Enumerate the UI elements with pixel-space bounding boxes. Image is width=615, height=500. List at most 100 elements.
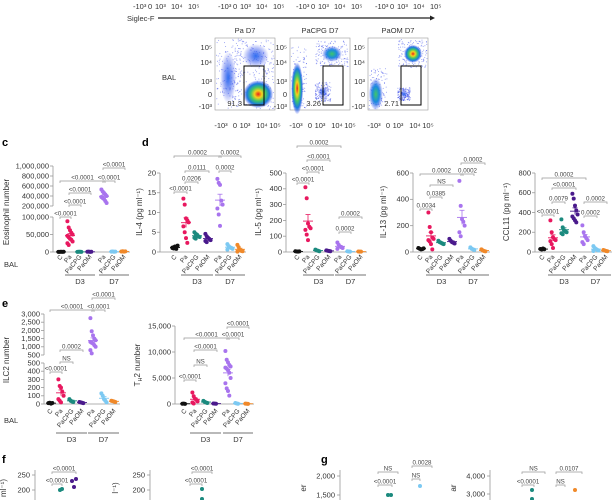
event-dot (240, 55, 242, 57)
event-dot (324, 100, 326, 102)
significance-bracket (583, 215, 598, 218)
event-dot (241, 73, 243, 75)
event-dot (423, 49, 425, 51)
event-dot (406, 98, 408, 100)
data-point (70, 479, 74, 483)
p-value: NS (529, 466, 538, 473)
y-tick-label: 400 (27, 367, 40, 376)
group-pa (99, 187, 109, 205)
event-dot (401, 41, 403, 43)
p-value: NS (412, 473, 421, 480)
event-dot (236, 89, 238, 91)
event-dot (402, 51, 404, 53)
event-dot (374, 69, 376, 71)
event-dot (384, 68, 386, 70)
event-dot (326, 97, 328, 99)
event-dot (242, 41, 244, 43)
event-dot (408, 63, 410, 65)
y-tick-label: 0 (36, 399, 40, 408)
event-dot (237, 45, 239, 47)
event-dot (270, 101, 272, 103)
data-point (431, 236, 436, 241)
event-dot (237, 64, 239, 66)
event-dot (411, 66, 413, 68)
row-label-bal-c: BAL (4, 260, 18, 269)
event-dot (399, 63, 401, 65)
event-dot (322, 45, 324, 47)
event-dot (325, 45, 327, 47)
event-dot (408, 92, 410, 94)
event-dot (344, 52, 346, 54)
panel-letter-g: g (321, 454, 328, 466)
event-dot (420, 45, 422, 47)
significance-bracket (306, 171, 320, 174)
event-dot (245, 44, 247, 46)
event-dot (268, 78, 270, 80)
y-axis-label: TH2 number (133, 343, 144, 386)
event-dot (265, 41, 267, 43)
event-dot (272, 75, 274, 77)
event-dot (402, 87, 404, 89)
significance-bracket (521, 484, 535, 487)
event-dot (324, 62, 326, 64)
event-dot (245, 81, 247, 83)
p-value: 0.0002 (458, 168, 477, 175)
event-dot (374, 70, 376, 72)
event-dot (370, 70, 372, 72)
flow-x-tick: 0 (386, 121, 390, 130)
event-dot (344, 50, 346, 52)
event-dot (324, 41, 326, 43)
event-dot (221, 55, 223, 57)
event-dot (258, 72, 260, 74)
data-point (457, 178, 462, 183)
event-dot (421, 65, 423, 67)
event-dot (422, 58, 424, 60)
p-value: <0.0001 (69, 187, 92, 194)
event-dot (398, 56, 400, 58)
event-dot (347, 62, 349, 64)
data-point (93, 344, 98, 349)
event-dot (382, 87, 384, 89)
group-pacpg (313, 247, 323, 254)
y-tick-label: 5,000 (152, 373, 171, 382)
event-dot (408, 99, 410, 101)
event-dot (330, 63, 332, 65)
event-dot (270, 42, 272, 44)
event-dot (398, 48, 400, 50)
event-dot (218, 62, 220, 64)
event-dot (347, 58, 349, 60)
event-dot (234, 56, 236, 58)
data-point (104, 201, 109, 205)
flow-x-tick: 10⁴ (331, 121, 343, 130)
event-dot (317, 40, 319, 42)
y-label-rest: 2 number (133, 343, 142, 377)
event-dot (339, 62, 341, 64)
gate-percentage: 91.3 (227, 99, 242, 108)
event-dot (304, 107, 306, 109)
event-dot (302, 66, 304, 68)
event-dot (410, 44, 412, 46)
event-dot (336, 61, 338, 63)
top-axis-tick: 10⁴ (334, 2, 346, 11)
category-label: Pa (179, 253, 190, 264)
event-dot (324, 98, 326, 100)
significance-bracket (91, 297, 116, 300)
event-dot (327, 100, 329, 102)
density-blob (400, 90, 408, 99)
y-tick-label: 2,000 (21, 326, 40, 335)
flow-y-tick: -10³ (274, 102, 288, 111)
data-point (220, 202, 225, 207)
significance-bracket (377, 471, 399, 474)
category-label: Pa (97, 253, 108, 264)
event-dot (304, 48, 306, 50)
event-dot (414, 40, 416, 42)
event-dot (346, 48, 348, 50)
significance-bracket (184, 181, 199, 184)
event-dot (216, 65, 218, 67)
event-dot (379, 68, 381, 70)
event-dot (409, 89, 411, 91)
data-point (605, 249, 610, 254)
event-dot (316, 43, 318, 45)
event-dot (401, 97, 403, 99)
